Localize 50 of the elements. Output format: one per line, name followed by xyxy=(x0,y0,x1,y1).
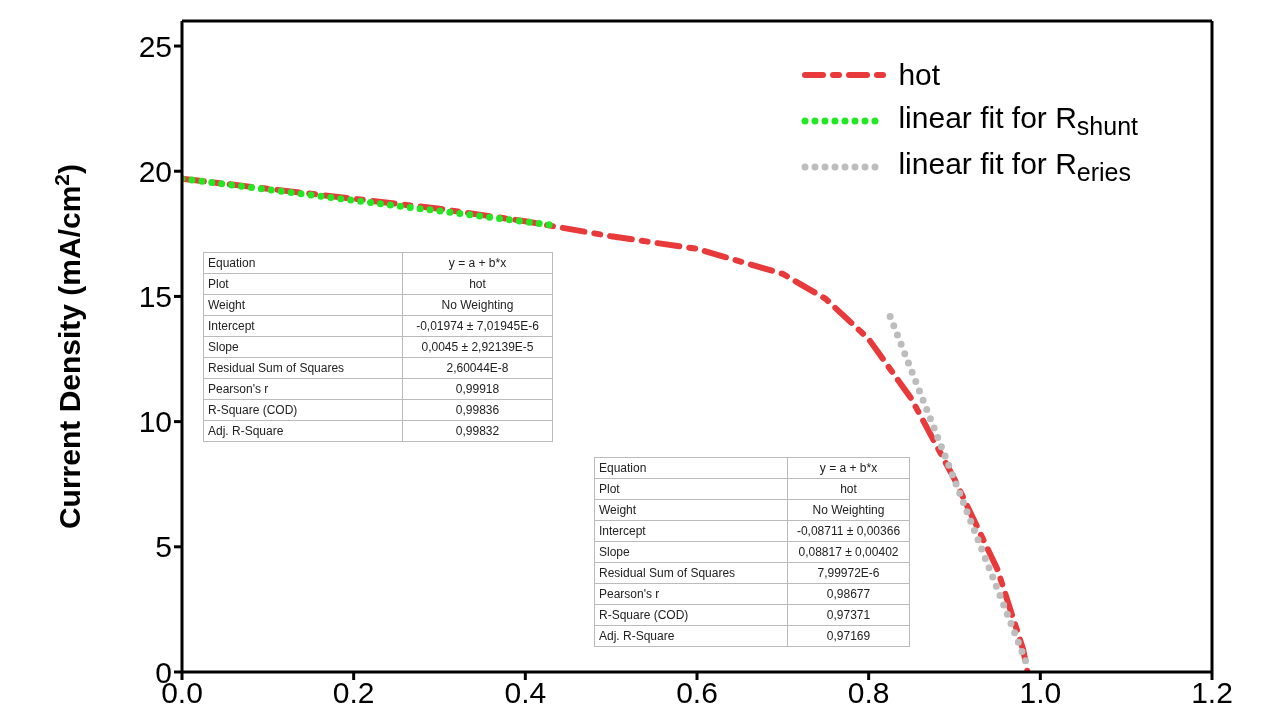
annotation: R-Square (COD) xyxy=(594,604,788,626)
y-tick-label: 20 xyxy=(138,154,172,188)
legend-label: linear fit for R$_{shunt}$ xyxy=(898,101,1138,141)
x-tick-label: 0.6 xyxy=(676,676,718,710)
legend-label: linear fit for R$_{eries}$ xyxy=(898,147,1132,187)
annotation: Pearson's r xyxy=(594,583,788,605)
x-tick-label: 1.2 xyxy=(1191,676,1233,710)
y-tick-label: 10 xyxy=(138,405,172,439)
annotation: Equation xyxy=(594,457,788,479)
annotation: 0,99918 xyxy=(402,378,553,400)
annotation: No Weighting xyxy=(787,499,910,521)
annotation: 0,08817 ± 0,00402 xyxy=(787,541,910,563)
annotation: -0,08711 ± 0,00366 xyxy=(787,520,910,542)
x-tick-label: 1.0 xyxy=(1019,676,1062,710)
annotation: hot xyxy=(402,273,553,295)
x-tick-label: 0.8 xyxy=(847,676,890,710)
annotation: 7,99972E-6 xyxy=(787,562,910,584)
annotation: Intercept xyxy=(203,315,403,337)
annotation: No Weighting xyxy=(402,294,553,316)
y-tick-label: 15 xyxy=(138,280,172,314)
annotation: Plot xyxy=(203,273,403,295)
annotation: -0,01974 ± 7,01945E-6 xyxy=(402,315,553,337)
annotation: 0,99836 xyxy=(402,399,553,421)
annotation: 0,97371 xyxy=(787,604,910,626)
annotation: hot xyxy=(787,478,910,500)
annotation: Weight xyxy=(203,294,403,316)
annotation: 0,97169 xyxy=(787,625,910,647)
annotation: Slope xyxy=(594,541,788,563)
annotation: 0,0045 ± 2,92139E-5 xyxy=(402,336,553,358)
annotation: y = a + b*x xyxy=(402,252,553,274)
annotation: Slope xyxy=(203,336,403,358)
y-tick-label: 25 xyxy=(138,29,172,63)
annotation: 2,60044E-8 xyxy=(402,357,553,379)
annotation: Plot xyxy=(594,478,788,500)
annotation: Adj. R-Square xyxy=(203,420,403,442)
annotation: 0,99832 xyxy=(402,420,553,442)
annotation: Residual Sum of Squares xyxy=(203,357,403,379)
annotation: R-Square (COD) xyxy=(203,399,403,421)
y-tick-label: 5 xyxy=(155,530,172,564)
annotation: Residual Sum of Squares xyxy=(594,562,788,584)
annotation: Equation xyxy=(203,252,403,274)
x-tick-label: 0.2 xyxy=(332,676,375,710)
annotation: y = a + b*x xyxy=(787,457,910,479)
annotation: Weight xyxy=(594,499,788,521)
annotation: 0,98677 xyxy=(787,583,910,605)
annotation: Adj. R-Square xyxy=(594,625,788,647)
x-tick-label: 0.4 xyxy=(504,676,547,710)
annotation: Pearson's r xyxy=(203,378,403,400)
legend-label: hot xyxy=(898,58,941,92)
annotation: Intercept xyxy=(594,520,788,542)
